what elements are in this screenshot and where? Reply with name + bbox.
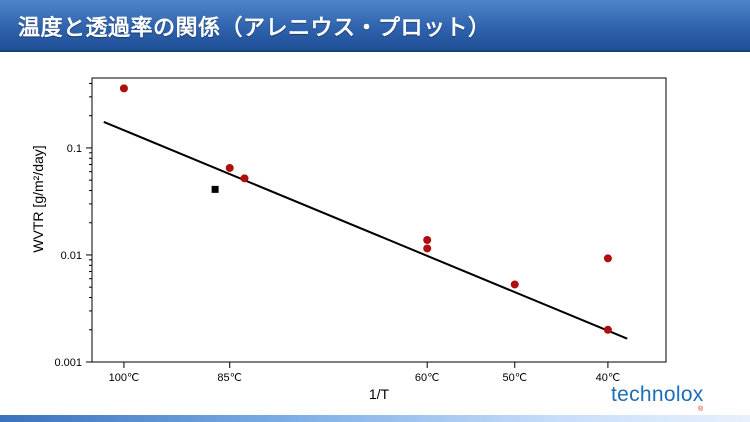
data-point: [603, 325, 612, 334]
registered-mark: ®: [698, 406, 704, 413]
technolox-logo: technolox: [611, 383, 704, 406]
x-tick-label: 85℃: [217, 372, 242, 384]
y-axis-label: WVTR [g/m²/day]: [30, 145, 46, 252]
data-point: [225, 163, 234, 172]
x-tick-label: 100℃: [109, 372, 140, 384]
data-point-square: [211, 185, 219, 193]
y-axis: 0.001 0.01 0.1: [54, 82, 92, 369]
data-points: [119, 84, 612, 334]
data-point: [423, 244, 432, 253]
x-tick-label: 50℃: [502, 372, 527, 384]
x-tick-label: 60℃: [415, 372, 440, 384]
data-point: [603, 254, 612, 263]
data-point: [423, 235, 432, 244]
y-tick-label: 0.01: [61, 250, 82, 262]
x-tick-label: 40℃: [596, 372, 621, 384]
x-axis: 100℃ 85℃ 60℃ 50℃ 40℃: [109, 362, 621, 384]
data-point: [240, 174, 249, 183]
slide-title: 温度と透過率の関係（アレニウス・プロット）: [18, 16, 491, 41]
plot-area: [91, 77, 667, 363]
x-axis-label: 1/T: [369, 386, 390, 402]
slide-header: 温度と透過率の関係（アレニウス・プロット）: [0, 0, 750, 52]
data-point: [510, 280, 519, 289]
y-tick-label: 0.001: [54, 357, 82, 369]
bottom-gradient-bar: [0, 415, 750, 422]
data-point: [119, 84, 128, 93]
fit-line: [103, 120, 628, 340]
y-tick-label: 0.1: [67, 143, 82, 155]
